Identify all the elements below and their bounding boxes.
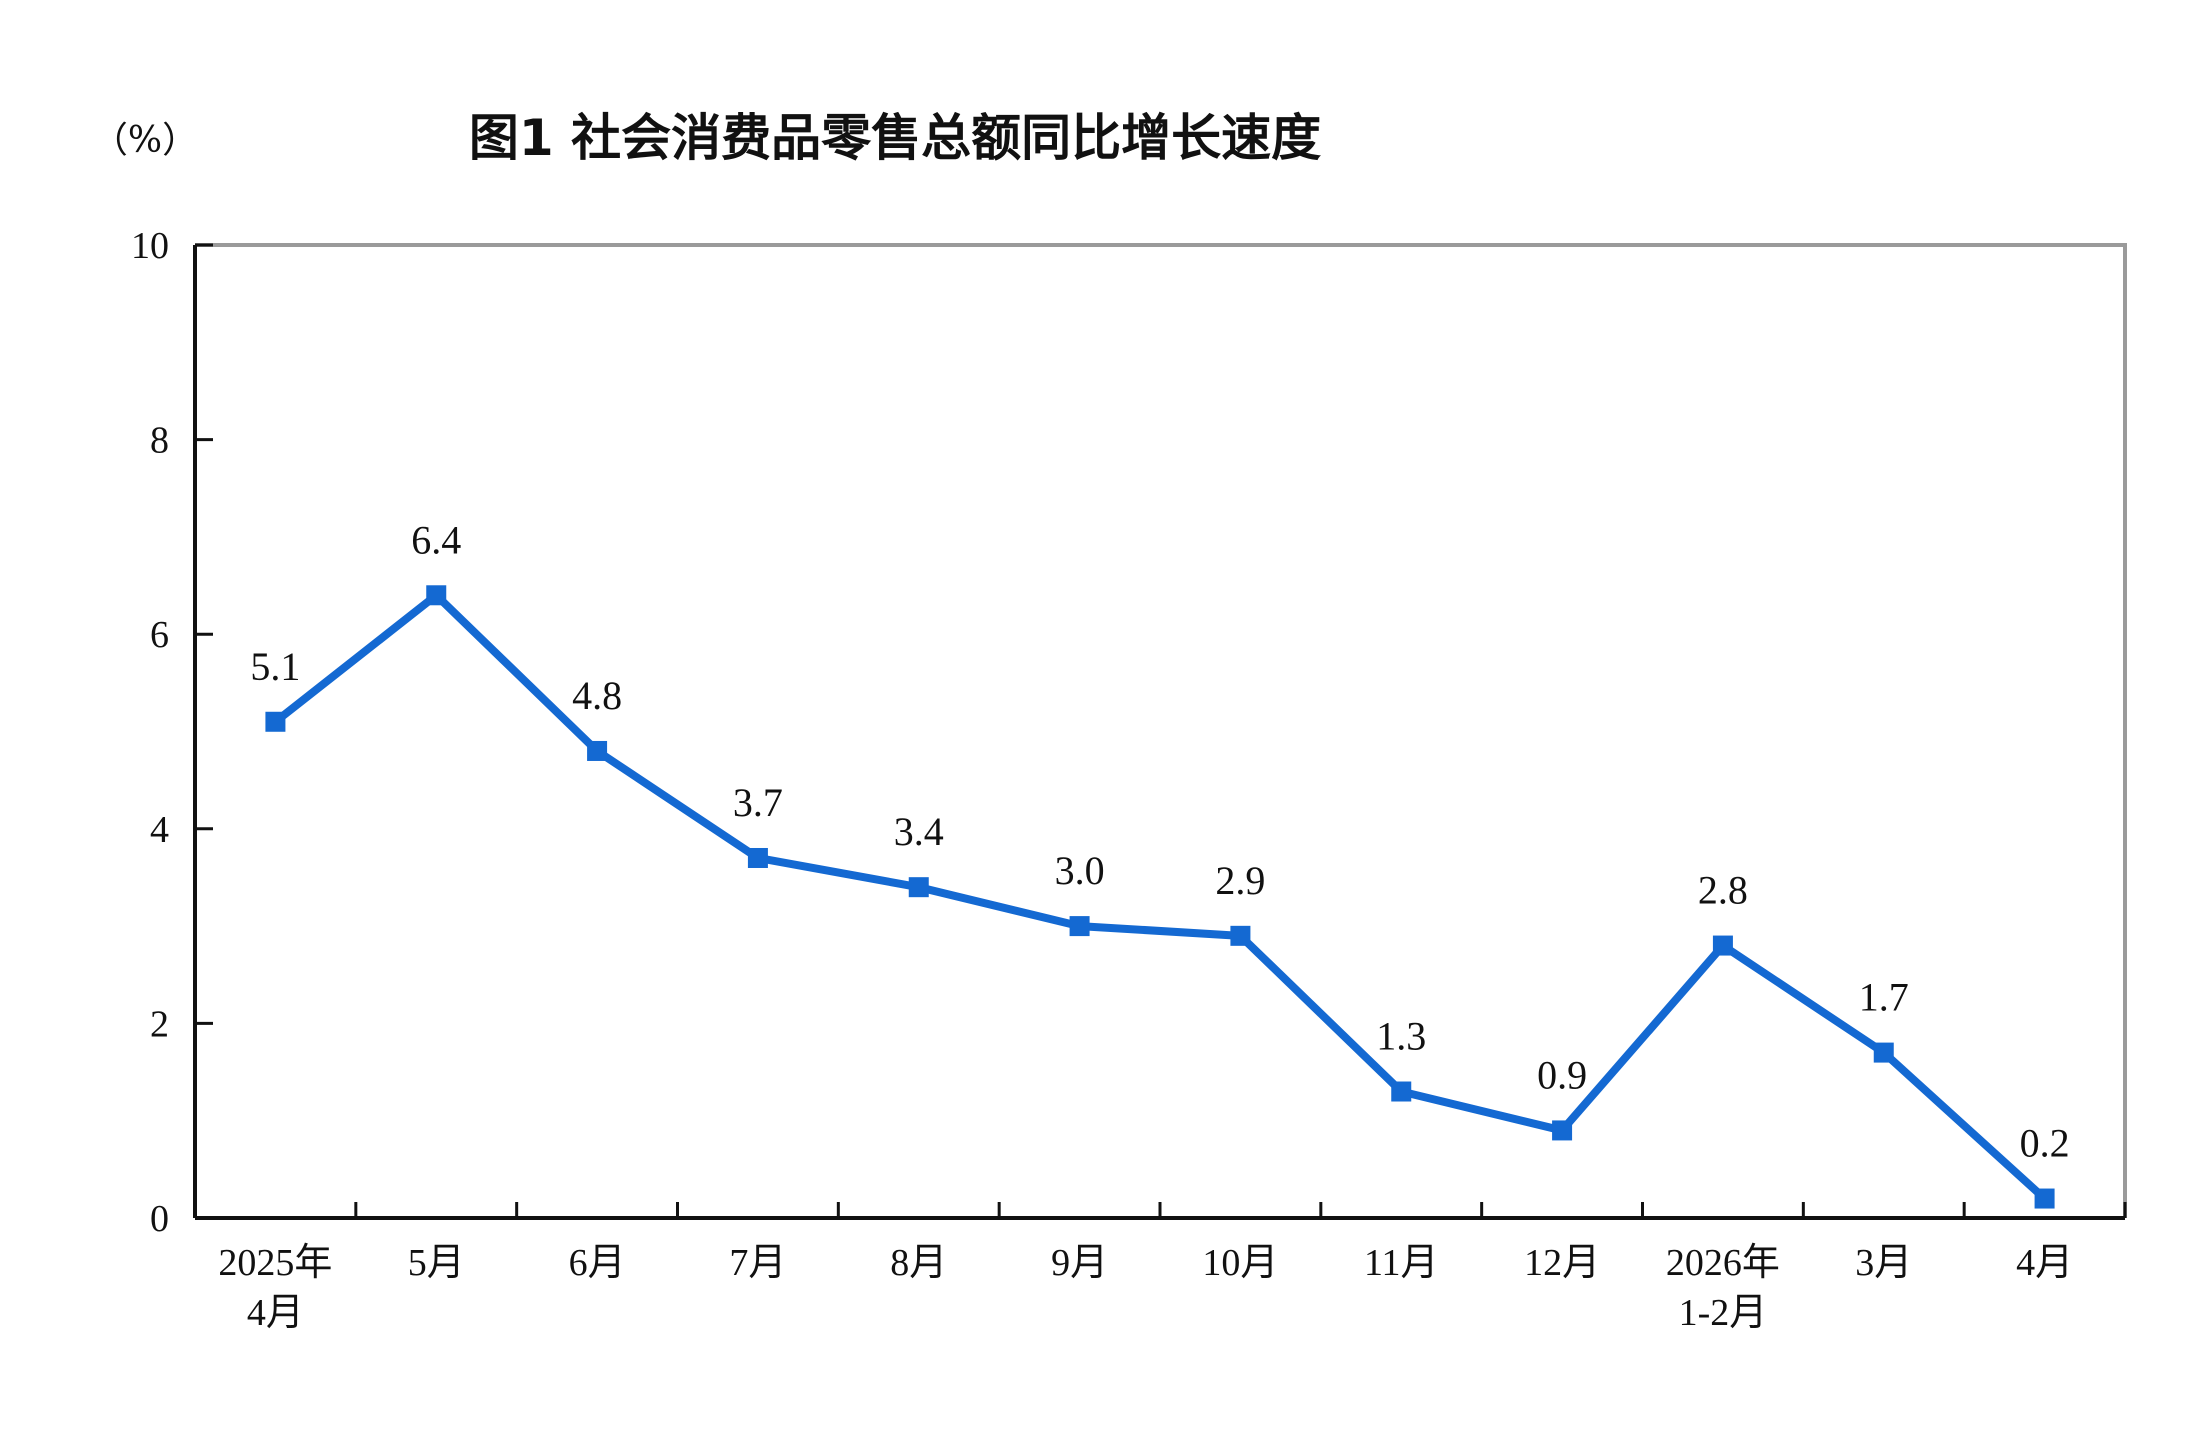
data-value-label: 3.7 — [733, 780, 783, 825]
y-tick-label: 10 — [131, 225, 169, 267]
x-tick-label-line: 8月 — [890, 1242, 947, 1284]
x-tick-label: 10月 — [1202, 1242, 1278, 1284]
data-point-marker — [1712, 935, 1733, 956]
x-axis: 2025年 4月 5月 6月 7月 8月 9月 10月 11月 12月 2026年 1-2月 3月 4月 — [195, 1202, 2127, 1334]
data-point-marker — [1069, 916, 1090, 937]
x-tick-label-line: 5月 — [408, 1242, 465, 1284]
plot-frame — [195, 243, 2127, 1218]
data-labels: 5.1 6.4 4.8 3.7 3.4 3.0 2.9 1.3 0.9 2.8 1.7 0.2 — [250, 517, 2069, 1165]
x-tick-label-line: 3月 — [1855, 1242, 1912, 1284]
data-value-label: 3.0 — [1055, 848, 1105, 893]
chart-title: 图1 社会消费品零售总额同比增长速度 — [469, 109, 1321, 167]
data-point-marker — [426, 585, 447, 606]
x-tick-label-line: 12月 — [1524, 1242, 1600, 1284]
y-tick-label: 8 — [150, 420, 169, 462]
x-tick-label-line: 11月 — [1364, 1242, 1439, 1284]
data-value-label: 4.8 — [572, 673, 622, 718]
x-tick-label: 3月 — [1855, 1242, 1912, 1284]
data-point-marker — [2034, 1188, 2055, 1209]
y-axis: 0 2 4 6 8 10 — [131, 225, 213, 1240]
x-tick-label-line: 2026年 — [1666, 1242, 1780, 1284]
y-tick-label: 6 — [150, 614, 169, 656]
x-tick-label: 11月 — [1364, 1242, 1439, 1284]
data-point-marker — [908, 877, 929, 898]
x-tick-label: 9月 — [1051, 1242, 1108, 1284]
data-point-marker — [1391, 1081, 1412, 1102]
series-line — [271, 591, 2049, 1203]
x-tick-label-line: 7月 — [729, 1242, 786, 1284]
data-value-label: 3.4 — [894, 809, 944, 854]
x-tick-label: 8月 — [890, 1242, 947, 1284]
data-point-marker — [1230, 925, 1251, 946]
x-tick-label-line: 4月 — [247, 1292, 304, 1334]
x-tick-label-line: 4月 — [2016, 1242, 2073, 1284]
x-tick-label: 5月 — [408, 1242, 465, 1284]
x-tick-label: 2026年 1-2月 — [1666, 1242, 1780, 1334]
x-tick-label-line: 1-2月 — [1679, 1292, 1768, 1334]
data-point-marker — [587, 740, 608, 761]
x-tick-label-line: 10月 — [1202, 1242, 1278, 1284]
x-tick-label-line: 2025年 — [218, 1242, 332, 1284]
data-value-label: 2.9 — [1215, 858, 1265, 903]
plot-frame-border — [195, 243, 2127, 1218]
x-tick-label-line: 6月 — [569, 1242, 626, 1284]
data-value-label: 5.1 — [250, 644, 300, 689]
x-tick-label-line: 9月 — [1051, 1242, 1108, 1284]
data-series — [265, 585, 2055, 1209]
x-tick-label: 7月 — [729, 1242, 786, 1284]
y-tick-label: 0 — [150, 1198, 169, 1240]
data-value-label: 1.3 — [1376, 1014, 1426, 1059]
data-value-label: 0.9 — [1537, 1052, 1587, 1097]
y-tick-label: 4 — [150, 809, 169, 851]
data-point-marker — [1552, 1120, 1573, 1141]
x-tick-label: 4月 — [2016, 1242, 2073, 1284]
data-point-marker — [1873, 1042, 1894, 1063]
x-tick-label: 6月 — [569, 1242, 626, 1284]
x-tick-label: 12月 — [1524, 1242, 1600, 1284]
data-point-marker — [747, 847, 768, 868]
y-tick-label: 2 — [150, 1003, 169, 1045]
x-tick-label: 2025年 4月 — [218, 1242, 332, 1334]
data-value-label: 0.2 — [2020, 1121, 2070, 1166]
y-axis-unit-label: （%） — [92, 120, 198, 161]
data-value-label: 2.8 — [1698, 868, 1748, 913]
data-point-marker — [265, 711, 286, 732]
data-value-label: 6.4 — [411, 517, 461, 562]
data-value-label: 1.7 — [1859, 975, 1909, 1020]
